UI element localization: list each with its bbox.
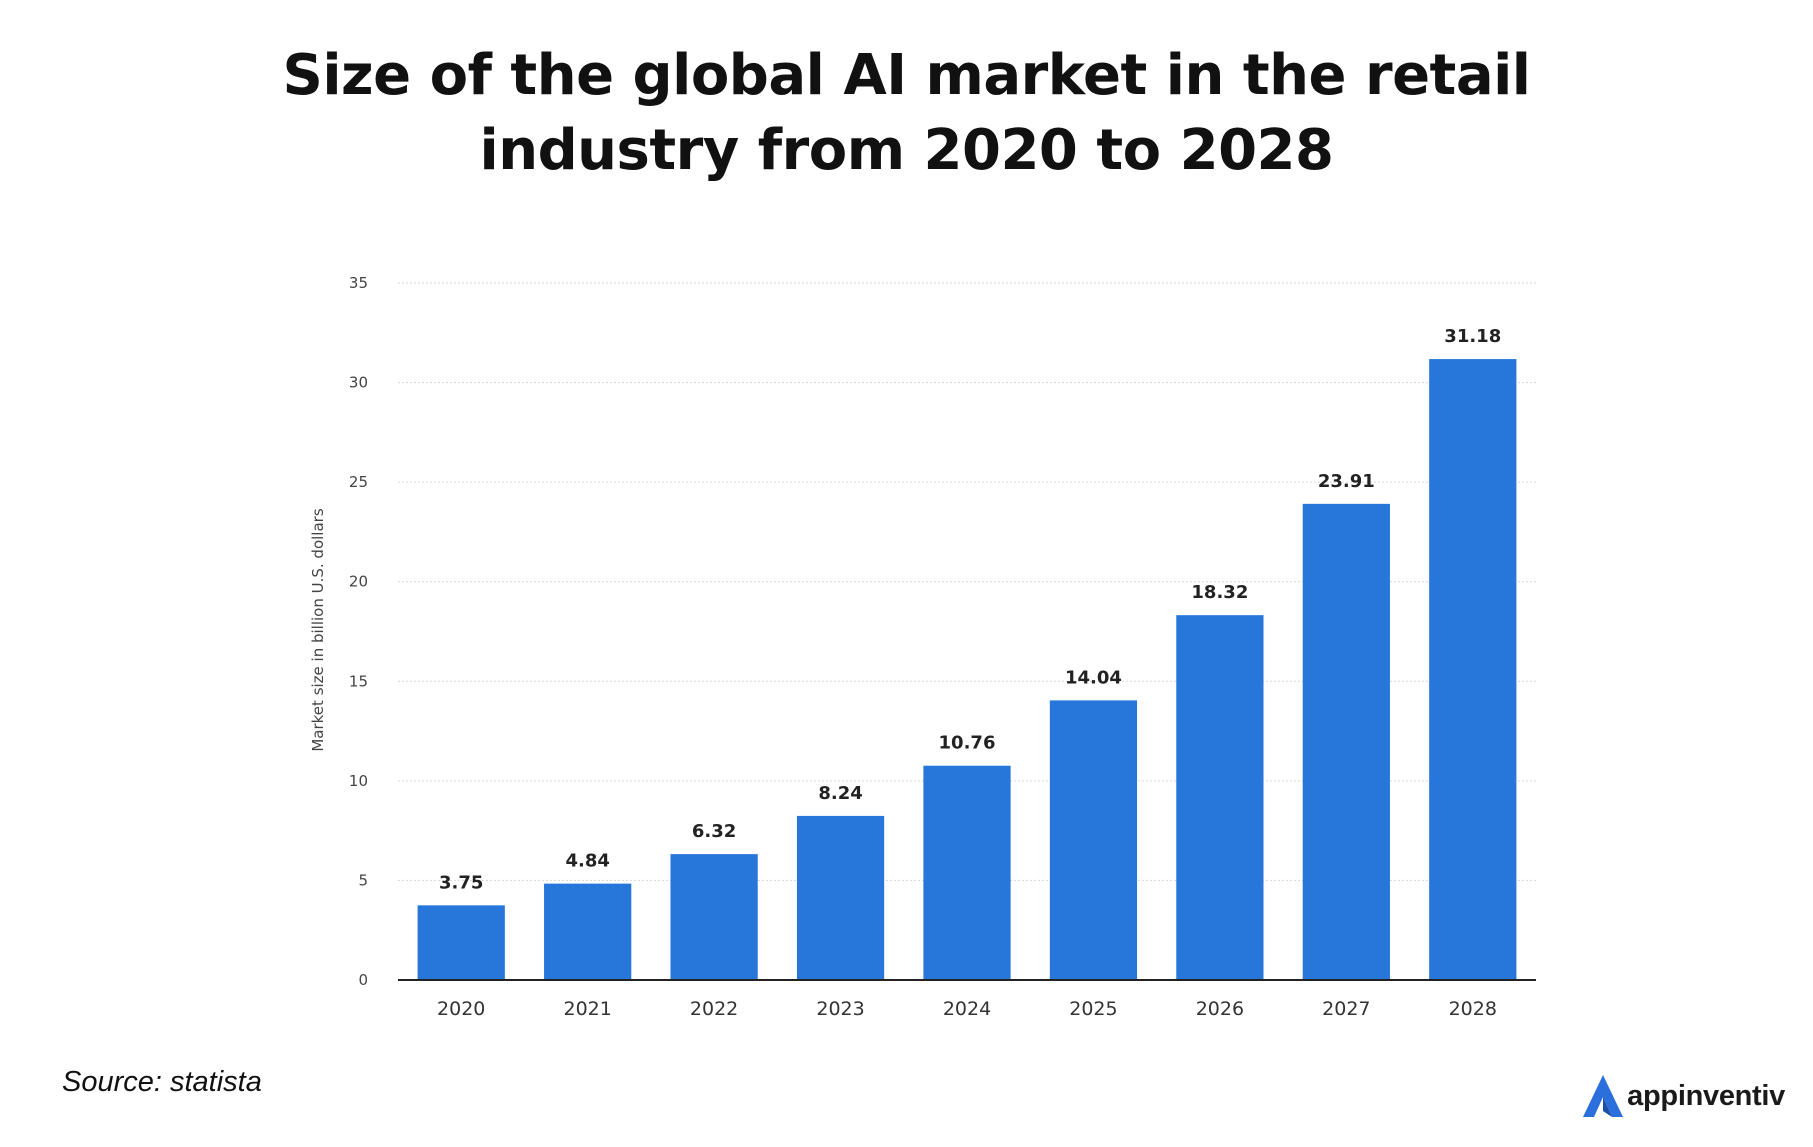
- y-tick-label: 35: [349, 274, 368, 292]
- x-category-label-2026: 2026: [1196, 998, 1244, 1020]
- value-label-2023: 8.24: [818, 783, 862, 804]
- x-category-label-2021: 2021: [563, 998, 611, 1020]
- brand-name: appinventiv: [1627, 1079, 1785, 1112]
- source-note: Source: statista: [62, 1066, 262, 1098]
- y-tick-label: 5: [358, 871, 368, 889]
- x-category-label-2023: 2023: [816, 998, 864, 1020]
- value-label-2026: 18.32: [1191, 582, 1248, 603]
- y-axis-label: Market size in billion U.S. dollars: [309, 508, 327, 751]
- value-label-2021: 4.84: [565, 851, 609, 872]
- bar-2028: [1429, 359, 1517, 980]
- value-label-2027: 23.91: [1318, 471, 1375, 492]
- bar-2020: [417, 905, 505, 980]
- y-tick-label: 0: [358, 971, 368, 989]
- value-label-2028: 31.18: [1444, 326, 1501, 347]
- bars: [417, 359, 1517, 980]
- value-label-2022: 6.32: [692, 821, 736, 842]
- bar-2026: [1176, 615, 1264, 980]
- appinventiv-logo-icon: [1583, 1075, 1624, 1117]
- chart-title-line-2: industry from 2020 to 2028: [479, 118, 1335, 183]
- x-category-label-2020: 2020: [437, 998, 485, 1020]
- brand-logo: appinventiv: [1581, 1073, 1785, 1119]
- y-tick-label: 15: [349, 672, 368, 690]
- y-tick-label: 20: [349, 573, 368, 591]
- value-label-2024: 10.76: [939, 733, 996, 754]
- chart-title: Size of the global AI market in the reta…: [0, 38, 1813, 188]
- value-label-2020: 3.75: [439, 872, 483, 893]
- x-axis-category-labels: 2020 2021 2022 2023 2024 2025 2026 2027 2028: [437, 998, 1497, 1020]
- value-label-2025: 14.04: [1065, 667, 1122, 688]
- bar-2021: [544, 883, 632, 980]
- value-labels: 3.75 4.84 6.32 8.24 10.76 14.04 18.32 23.91 31.1…: [439, 326, 1501, 893]
- x-category-label-2024: 2024: [943, 998, 991, 1020]
- x-category-label-2022: 2022: [690, 998, 738, 1020]
- y-axis-ticks: 0 5 10 15 20 25 30 35: [349, 274, 368, 989]
- y-tick-label: 10: [349, 772, 368, 790]
- bar-2023: [796, 815, 885, 980]
- x-category-label-2025: 2025: [1069, 998, 1117, 1020]
- x-category-label-2028: 2028: [1449, 998, 1497, 1020]
- bar-2025: [1049, 700, 1138, 980]
- chart-title-line-1: Size of the global AI market in the reta…: [282, 43, 1532, 108]
- y-tick-label: 30: [349, 374, 368, 392]
- x-category-label-2027: 2027: [1322, 998, 1370, 1020]
- y-tick-label: 25: [349, 473, 368, 491]
- bar-2024: [923, 765, 1011, 980]
- bar-2027: [1302, 503, 1390, 980]
- bar-2022: [670, 854, 758, 980]
